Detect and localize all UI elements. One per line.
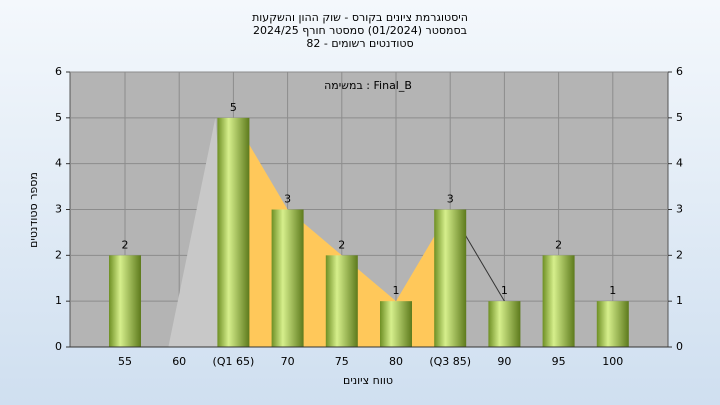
y2-tick-label: 5 [676, 111, 683, 124]
y2-tick-label: 6 [676, 65, 683, 78]
y-tick-label: 3 [55, 203, 62, 216]
x-tick-label: 80 [389, 355, 403, 368]
x-tick-label: 60 [172, 355, 186, 368]
bar [271, 209, 304, 347]
chart-title: היסטוגרמת ציונים בקורס - שוק ההון והשקעו… [252, 11, 468, 24]
x-tick-label: 70 [281, 355, 295, 368]
chart-subtitle: סטודנטים רשומים - 82 [306, 37, 413, 50]
data-label: 1 [501, 284, 508, 297]
x-tick-label: 75 [335, 355, 349, 368]
bar [488, 301, 521, 347]
bar [542, 255, 575, 347]
bar [217, 117, 250, 347]
bar [434, 209, 467, 347]
x-tick-label: (Q1 65) [213, 355, 255, 368]
bar [380, 301, 412, 347]
y-tick-label: 5 [55, 111, 62, 124]
y2-tick-label: 4 [676, 157, 683, 170]
y-tick-label: 1 [55, 294, 62, 307]
data-label: 3 [284, 193, 291, 206]
y-tick-label: 6 [55, 65, 62, 78]
y-axis-label: מספר סטודנטים [27, 172, 40, 248]
chart-subtitle: בסמסטר (01/2024) סמסטר חורף 2024/25 [253, 24, 467, 37]
y2-tick-label: 1 [676, 294, 683, 307]
y-tick-label: 2 [55, 248, 62, 261]
data-label: 2 [555, 238, 562, 251]
data-label: 2 [338, 238, 345, 251]
x-tick-label: 95 [552, 355, 566, 368]
bar [596, 301, 629, 347]
y2-tick-label: 0 [676, 340, 683, 353]
y-tick-label: 4 [55, 157, 62, 170]
data-label: 2 [122, 238, 129, 251]
y2-tick-label: 3 [676, 203, 683, 216]
x-tick-label: (Q3 85) [429, 355, 471, 368]
data-label: 1 [393, 284, 400, 297]
y2-tick-label: 2 [676, 248, 683, 261]
x-tick-label: 90 [497, 355, 511, 368]
x-tick-label: 100 [602, 355, 623, 368]
data-label: 3 [447, 193, 454, 206]
lower-area [168, 117, 234, 347]
bar [109, 255, 141, 347]
data-label: 1 [609, 284, 616, 297]
data-label: 5 [230, 101, 237, 114]
y-tick-label: 0 [55, 340, 62, 353]
x-tick-label: 55 [118, 355, 132, 368]
x-axis-label: טווח ציונים [343, 374, 393, 387]
bar [325, 255, 358, 347]
annotation: במשימה : Final_B [324, 79, 412, 92]
